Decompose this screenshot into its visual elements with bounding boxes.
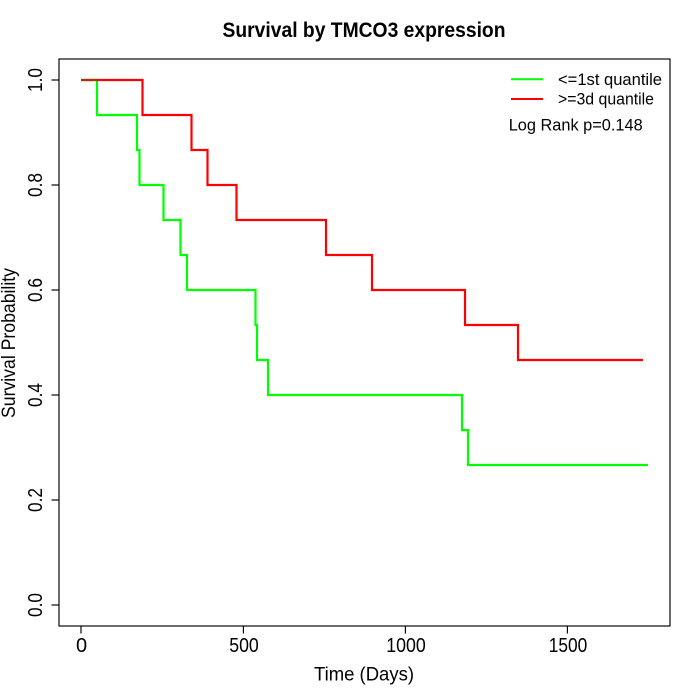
svg-text:500: 500 [229,635,259,657]
svg-text:Survival Probability: Survival Probability [0,268,20,418]
svg-text:1000: 1000 [386,635,426,657]
svg-text:>=3d quantile: >=3d quantile [558,90,654,109]
svg-text:0.6: 0.6 [25,278,47,302]
svg-text:0.8: 0.8 [25,173,47,197]
svg-text:0: 0 [76,635,87,657]
svg-text:0.4: 0.4 [25,383,47,407]
svg-text:1.0: 1.0 [25,68,47,92]
svg-text:<=1st quantile: <=1st quantile [558,70,662,89]
svg-text:Time (Days): Time (Days) [314,664,414,686]
svg-text:Log Rank p=0.148: Log Rank p=0.148 [509,116,643,135]
svg-text:1500: 1500 [549,635,588,657]
svg-text:0.0: 0.0 [25,593,47,617]
svg-text:Survival by TMCO3 expression: Survival by TMCO3 expression [223,19,506,42]
svg-text:0.2: 0.2 [25,488,47,512]
